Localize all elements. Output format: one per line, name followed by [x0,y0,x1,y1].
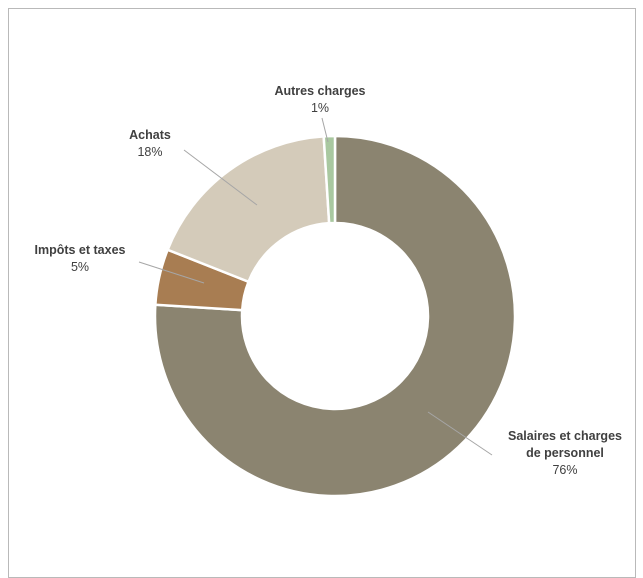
slice-label-name: Achats [129,128,171,142]
slice-label-name: Impôts et taxes [34,243,125,257]
slice-label-name: Salaires et charges [508,429,622,443]
slice-label-name: de personnel [526,446,604,460]
slice-label-name: Autres charges [274,84,365,98]
data-label: Impôts et taxes 5% [34,243,125,274]
leader-line [427,411,493,456]
slice-label-value: 5% [71,260,89,274]
data-label: Salaires et charges de personnel 76% [508,429,622,477]
donut-slices [153,134,517,498]
slice-label-value: 18% [137,145,162,159]
leader-line [183,149,258,206]
data-label: Achats 18% [129,128,171,159]
data-labels: Salaires et charges de personnel 76% Impôts… [34,84,622,477]
donut-chart: Salaires et charges de personnel 76% Impôts… [34,84,622,498]
data-label: Autres charges 1% [274,84,365,115]
slice-salaires-et-charges-de-personnel [153,134,517,498]
leader-line [138,261,205,284]
slice-achats [166,135,331,284]
slice-label-value: 76% [552,463,577,477]
leader-lines [138,117,493,456]
slice-autres-charges [322,134,337,225]
leader-line [321,117,329,143]
slice-label-value: 1% [311,101,329,115]
